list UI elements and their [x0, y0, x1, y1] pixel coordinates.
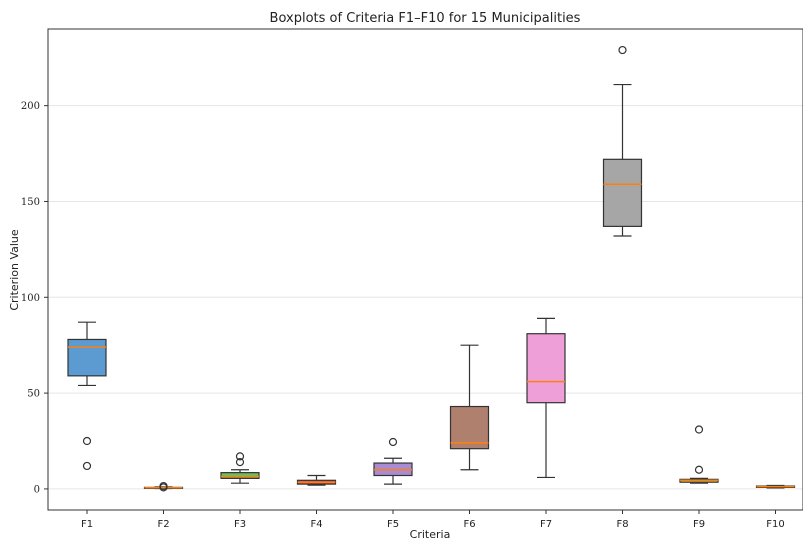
x-tick-label-f1: F1 — [81, 519, 93, 530]
x-tick-label-f8: F8 — [616, 519, 628, 530]
box-f8 — [602, 45, 643, 237]
outlier-f9-1 — [694, 465, 704, 474]
outlier-f9-0 — [694, 425, 704, 434]
outlier-f2-1 — [159, 483, 168, 492]
box-f5 — [373, 437, 413, 485]
box-f9 — [679, 425, 719, 484]
chart-title: Boxplots of Criteria F1–F10 for 15 Munic… — [270, 11, 581, 26]
box-iqr-f7 — [526, 333, 566, 404]
x-tick-label-f5: F5 — [387, 519, 399, 530]
box-series — [67, 45, 796, 492]
x-axis-label: Criteria — [410, 528, 451, 540]
box-f4 — [296, 474, 337, 486]
outlier-f1-1 — [82, 461, 92, 471]
x-tick-label-f6: F6 — [463, 519, 475, 530]
y-tick-label-150: 150 — [21, 197, 40, 208]
outlier-f3-1 — [235, 457, 245, 467]
x-tick-label-f3: F3 — [234, 519, 246, 530]
box-iqr-f3 — [220, 472, 260, 479]
y-axis: 0 50 100 150 200 — [21, 101, 48, 495]
outlier-f5-0 — [388, 437, 398, 447]
y-tick-label-100: 100 — [21, 293, 40, 304]
y-tick-label-0: 0 — [34, 484, 40, 495]
x-tick-label-f9: F9 — [693, 519, 705, 530]
box-f6 — [449, 344, 490, 471]
x-tick-label-f2: F2 — [157, 519, 169, 530]
x-tick-label-f7: F7 — [540, 519, 552, 530]
box-iqr-f1 — [67, 338, 107, 377]
y-tick-label-50: 50 — [27, 389, 40, 400]
box-f1 — [67, 321, 107, 471]
box-iqr-f8 — [602, 158, 643, 227]
y-tick-label-200: 200 — [21, 101, 40, 112]
outlier-f8-0 — [618, 45, 627, 55]
grid-lines — [48, 105, 803, 490]
plot-frame — [47, 28, 803, 511]
y-axis-label: Criterion Value — [8, 229, 21, 311]
outlier-f1-0 — [82, 436, 92, 446]
box-f10 — [755, 484, 796, 489]
box-f2 — [143, 481, 184, 492]
box-f3 — [220, 452, 260, 484]
x-tick-label-f10: F10 — [766, 519, 784, 530]
x-axis: F1 F2 F3 F4 F5 F6 F7 F8 F9 F10 — [81, 510, 785, 530]
outlier-f3-0 — [235, 452, 245, 461]
x-tick-label-f4: F4 — [310, 519, 322, 530]
box-iqr-f6 — [449, 405, 490, 450]
box-f7 — [526, 317, 566, 479]
